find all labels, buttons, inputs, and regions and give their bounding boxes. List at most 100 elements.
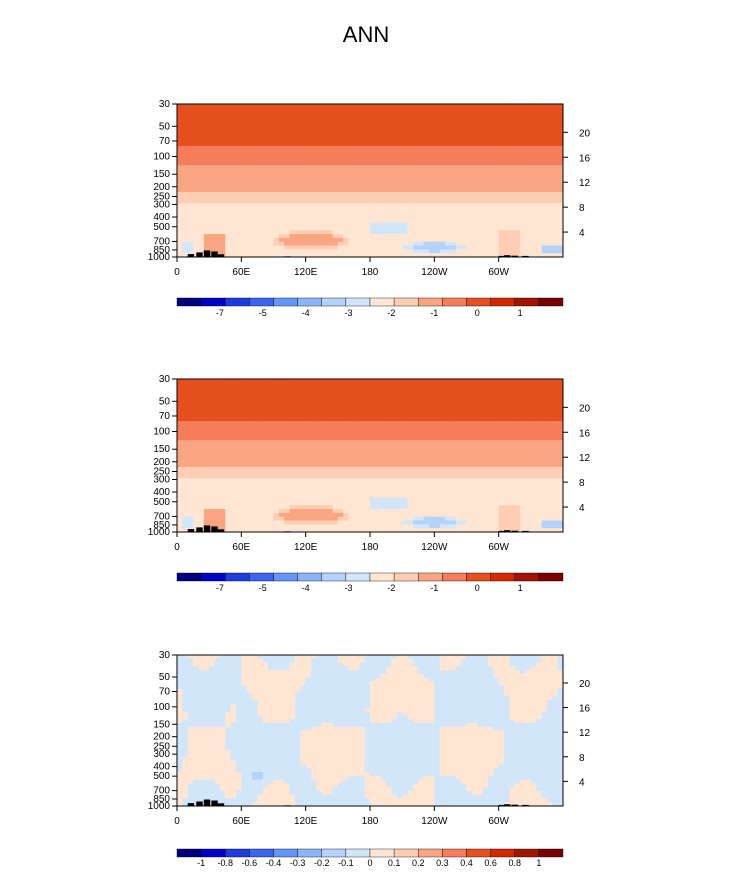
heatmap-cell — [541, 405, 548, 410]
heatmap-cell — [461, 142, 467, 147]
heatmap-cell — [209, 394, 215, 399]
heatmap-cell — [257, 466, 264, 472]
heatmap-cell — [546, 466, 553, 472]
heatmap-cell — [177, 421, 183, 426]
heatmap-cell — [434, 203, 441, 208]
heatmap-cell — [466, 207, 473, 212]
heatmap-cell — [278, 428, 285, 433]
heatmap-cell — [445, 253, 451, 258]
heatmap-cell — [305, 474, 312, 479]
heatmap-cell — [514, 157, 521, 162]
heatmap-cell — [268, 188, 274, 193]
heatmap-cell — [343, 218, 349, 223]
heatmap-cell — [348, 165, 355, 170]
heatmap-cell — [520, 123, 526, 128]
heatmap-cell — [487, 401, 494, 407]
heatmap-cell — [214, 184, 221, 189]
heatmap-cell — [278, 451, 285, 456]
heatmap-cell — [278, 405, 285, 410]
heatmap-cell — [434, 149, 441, 155]
heatmap-cell — [482, 463, 489, 468]
heatmap-cell — [364, 115, 371, 120]
heatmap-cell — [177, 149, 183, 155]
heatmap-cell — [177, 451, 183, 456]
heatmap-cell — [434, 382, 441, 388]
heatmap-cell — [402, 249, 408, 254]
heatmap-cell — [252, 421, 258, 426]
heatmap-cell — [386, 180, 392, 185]
heatmap-cell — [230, 161, 237, 166]
heatmap-cell — [380, 165, 387, 170]
heatmap-cell — [498, 440, 505, 445]
heatmap-cell — [289, 184, 296, 189]
heatmap-cell — [514, 447, 521, 453]
heatmap-cell — [504, 245, 510, 250]
heatmap-cell — [278, 482, 285, 487]
heatmap-cell — [471, 153, 478, 158]
heatmap-cell — [359, 176, 366, 181]
heatmap-cell — [434, 222, 441, 227]
heatmap-cell — [273, 230, 280, 235]
heatmap-cell — [182, 447, 189, 453]
heatmap-cell — [300, 386, 307, 391]
heatmap-cell — [353, 405, 360, 410]
heatmap-cell — [391, 249, 398, 254]
heatmap-cell — [386, 447, 392, 453]
heatmap-cell — [439, 424, 446, 430]
heatmap-cell — [471, 249, 478, 254]
heatmap-cell — [353, 218, 360, 223]
heatmap-cell — [461, 249, 467, 254]
heatmap-cell — [311, 111, 317, 116]
heatmap-cell — [541, 203, 548, 208]
heatmap-cell — [305, 222, 312, 227]
heatmap-cell — [466, 245, 473, 250]
heatmap-cell — [182, 440, 189, 445]
heatmap-cell — [348, 130, 355, 135]
colorbar-swatch — [297, 297, 322, 307]
heatmap-cell — [235, 199, 242, 204]
heatmap-cell — [343, 436, 349, 441]
heatmap-cell — [278, 180, 285, 185]
heatmap-cell — [546, 149, 553, 155]
heatmap-cell — [418, 172, 425, 178]
heatmap-cell — [477, 417, 483, 422]
heatmap-cell — [471, 245, 478, 250]
heatmap-cell — [514, 417, 521, 422]
heatmap-cell — [332, 211, 339, 216]
heatmap-cell — [557, 188, 564, 193]
heatmap-cell — [546, 218, 553, 223]
heatmap-cell — [198, 432, 205, 437]
heatmap-cell — [321, 424, 328, 430]
heatmap-cell — [557, 176, 564, 181]
heatmap-cell — [219, 138, 226, 143]
heatmap-cell — [348, 398, 355, 403]
heatmap-cell — [337, 123, 344, 128]
heatmap-cell — [477, 249, 483, 254]
heatmap-cell — [348, 134, 355, 139]
heatmap-cell — [450, 455, 457, 460]
heatmap-cell — [557, 444, 564, 449]
heatmap-cell — [343, 234, 349, 239]
heatmap-cell — [402, 466, 408, 472]
heatmap-cell — [311, 134, 317, 139]
heatmap-cell — [520, 459, 526, 464]
heatmap-cell — [364, 230, 371, 235]
heatmap-cell — [504, 153, 510, 158]
heatmap-cell — [252, 222, 258, 227]
heatmap-cell — [477, 459, 483, 464]
heatmap-cell — [428, 424, 435, 430]
heatmap-cell — [552, 398, 559, 403]
heatmap-cell — [300, 126, 307, 132]
heatmap-cell — [203, 230, 210, 235]
heatmap-cell — [305, 214, 312, 220]
heatmap-cell — [284, 245, 290, 250]
heatmap-cell — [536, 241, 542, 246]
heatmap-cell — [407, 153, 414, 158]
heatmap-cell — [493, 211, 500, 216]
heatmap-cell — [370, 203, 376, 208]
heatmap-cell — [262, 222, 269, 227]
heatmap-cell — [557, 382, 564, 388]
heatmap-cell — [471, 432, 478, 437]
heatmap-cell — [332, 398, 339, 403]
heatmap-cell — [321, 199, 328, 204]
